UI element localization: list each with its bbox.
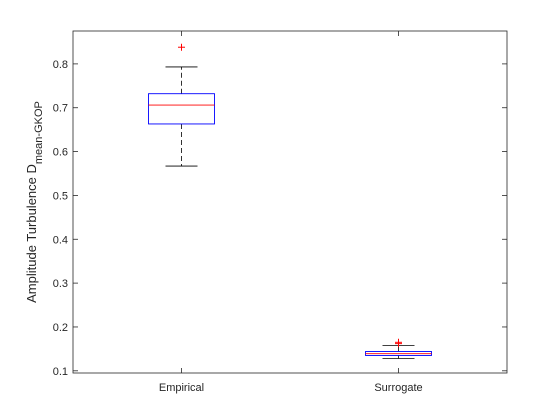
y-tick-label: 0.1 <box>53 366 68 378</box>
y-axis-label-main: Amplitude Turbulence D <box>24 164 39 303</box>
y-tick-label: 0.5 <box>53 190 68 202</box>
box-group-surrogate <box>365 338 432 359</box>
iqr-box <box>148 93 215 125</box>
box-group-empirical <box>148 43 215 167</box>
y-tick-label: 0.2 <box>53 322 68 334</box>
x-tick-label: Surrogate <box>374 382 422 394</box>
y-tick-label: 0.4 <box>53 234 68 246</box>
y-tick-label: 0.6 <box>53 147 68 159</box>
y-tick-label: 0.3 <box>53 278 68 290</box>
chart-marks <box>148 43 432 359</box>
axes: 0.1 0.2 0.3 0.4 0.5 0.6 0.7 0.8 Empirical Surroga… <box>53 30 508 394</box>
outlier-marker <box>395 338 402 346</box>
outlier-marker <box>178 43 185 51</box>
axes-box <box>72 30 508 374</box>
x-tick-label: Empirical <box>159 382 204 394</box>
y-tick-label: 0.8 <box>53 59 68 71</box>
plot-area <box>73 31 507 373</box>
y-axis-label: Amplitude Turbulence Dmean-GKOP <box>24 101 45 303</box>
y-tick-label: 0.7 <box>53 103 68 115</box>
y-axis-label-subscript: mean-GKOP <box>33 101 45 164</box>
